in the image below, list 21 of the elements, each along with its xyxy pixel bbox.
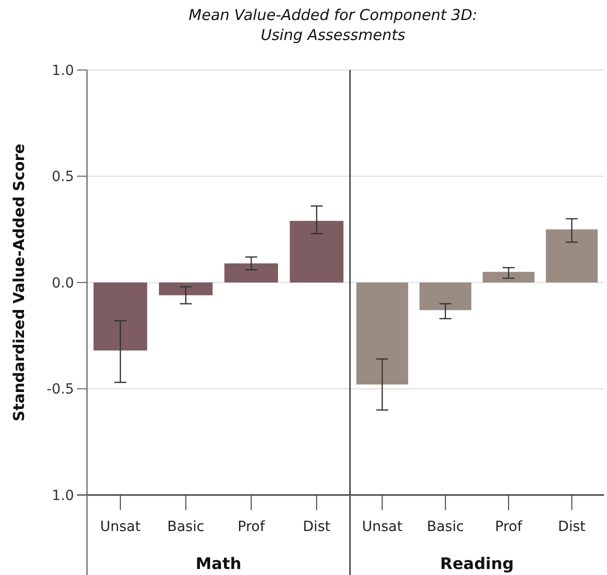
x-tick-label: Unsat	[362, 519, 403, 535]
x-tick-label: Prof	[495, 519, 524, 535]
x-tick-label: Prof	[238, 519, 266, 535]
bar	[158, 282, 213, 296]
x-axis-title: Math	[196, 554, 242, 573]
y-tick-label: 0.5	[52, 169, 74, 186]
x-tick-label: Basic	[426, 519, 464, 535]
y-tick-label: 1.0	[52, 62, 74, 79]
bar	[290, 220, 344, 282]
x-axis-title: Reading	[440, 554, 514, 573]
y-axis-title: Standardized Value-Added Score	[10, 144, 28, 422]
chart-title: Mean Value-Added for Component 3D: Using Assessments	[188, 6, 478, 44]
bar	[224, 263, 278, 282]
y-tick-label: -0.5	[46, 382, 74, 398]
x-tick-label: Dist	[558, 519, 586, 535]
x-tick-label: Basic	[167, 519, 204, 535]
bar	[94, 282, 148, 350]
y-tick-label: 1.0	[52, 488, 74, 504]
x-tick-label: Dist	[302, 519, 331, 535]
y-tick-label: 0.0	[52, 275, 74, 292]
x-tick-label: Unsat	[100, 519, 142, 535]
